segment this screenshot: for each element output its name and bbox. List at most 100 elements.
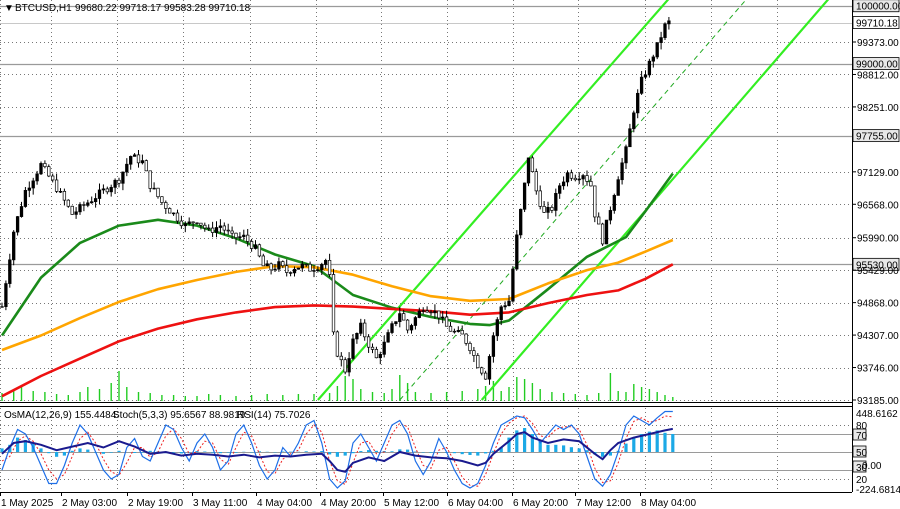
osma-bar [0,448,4,452]
candle-bear [569,172,574,179]
osma-bar [671,434,675,452]
osma-bar [390,451,394,452]
candle-bear [335,331,340,357]
ma-line-ma_fast [0,172,674,337]
osma-bar [187,452,191,453]
candle-bull [624,146,628,164]
candle-bull [140,160,145,164]
time-label: 6 May 04:00 [448,498,503,509]
candle-bear [593,185,597,218]
stoch-signal-line [1,415,673,487]
candle-bear [585,175,589,182]
osma-bar [585,450,589,452]
osma-bar [39,448,43,452]
price-label: 95429.00 [857,266,899,277]
candle-bull [19,206,24,217]
osma-bar [257,451,261,452]
candle-bull [152,187,156,190]
candle-bear [246,234,250,242]
candle-bull [565,172,570,183]
price-label: 97755.00 [856,132,898,143]
oscillator-panel [0,410,675,489]
candle-bear [429,311,433,314]
candle-bear [249,241,254,249]
candle-bear [343,359,347,373]
osma-label: OsMA(12,26,9) 155.4484 [4,410,117,421]
candle-bear [51,175,55,181]
candle-bull [8,259,12,284]
time-label: 8 May 04:00 [641,498,696,509]
ma-line-ma_slow [1,263,674,398]
price-label: 100000.00 [856,2,900,13]
osma-bar [655,430,659,452]
osc-zero-label: 0.00 [862,461,882,472]
candle-bear [168,208,172,214]
time-axis[interactable]: 1 May 2025 2 May 03:00 2 May 19:00 3 May 11… [0,492,697,509]
candle-bear [230,230,234,234]
osc-axis-label: 448.6162 [856,409,898,420]
price-label-box [852,129,900,143]
candle-bear [234,232,238,238]
candle-bull [265,263,269,267]
candle-bull [515,234,519,270]
candle-bear [530,157,535,173]
candle-bull [113,179,117,188]
candle-bull [554,193,558,211]
candle-bear [472,350,476,356]
candle-bear [600,223,605,245]
osma-bar [538,440,542,452]
osma-bar [530,434,534,452]
candle-bear [288,272,293,274]
candle-bear [66,199,70,207]
candle-bear [199,222,203,226]
candle-bull [398,313,402,323]
osma-bar [601,452,605,457]
osma-bar [507,437,511,452]
osma-bar [640,434,644,452]
price-label: 98251.00 [857,103,899,114]
candle-bull [382,341,386,355]
candle-bull [491,335,496,357]
candle-bull [378,353,382,359]
candle-bull [409,325,414,331]
price-label: 94307.00 [857,331,899,342]
candle-bull [109,187,113,193]
candle-bull [132,154,137,157]
candle-bull [507,300,511,307]
osma-bar [47,452,51,454]
candle-bear [542,205,546,213]
candle-bear [148,170,152,189]
candle-bear [366,336,371,348]
candle-bull [273,268,277,271]
panel-separator[interactable] [0,402,852,407]
candle-bear [136,154,141,164]
rsi-label: RSI(14) 75.7026 [237,410,311,421]
candle-bull [417,310,421,318]
candle-bear [331,274,336,333]
candle-bear [483,372,488,380]
candle-bull [121,171,125,184]
candle-bull [15,216,20,233]
candle-bull [78,204,82,213]
candle-bull [4,283,8,307]
osma-bar [359,451,363,452]
price-axis[interactable]: 100000.00 99710.18 99373.00 99000.0098812.0… [852,0,900,407]
candle-bull [643,74,648,78]
time-label: 6 May 20:00 [513,498,568,509]
candle-bull [35,173,39,182]
candle-bear [468,342,472,352]
candle-bear [437,310,441,319]
price-panel[interactable] [0,0,852,402]
candle-bull [441,316,445,319]
candle-bear [460,330,464,335]
candle-bull [125,163,129,173]
osma-bar [468,452,472,455]
osma-bar [577,448,581,452]
candle-bear [175,212,180,222]
candle-bull [651,56,655,62]
header-symbol: BTCUSD,H1 [15,3,72,14]
price-label: 94868.00 [857,299,899,310]
osma-bar [101,452,105,454]
